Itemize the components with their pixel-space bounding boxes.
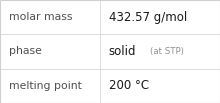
Text: molar mass: molar mass — [9, 12, 72, 22]
Text: (at STP): (at STP) — [150, 47, 183, 56]
Text: solid: solid — [109, 45, 136, 58]
Text: 432.57 g/mol: 432.57 g/mol — [109, 11, 187, 24]
Text: 200 °C: 200 °C — [109, 79, 149, 92]
Text: melting point: melting point — [9, 81, 82, 91]
Text: phase: phase — [9, 46, 42, 57]
